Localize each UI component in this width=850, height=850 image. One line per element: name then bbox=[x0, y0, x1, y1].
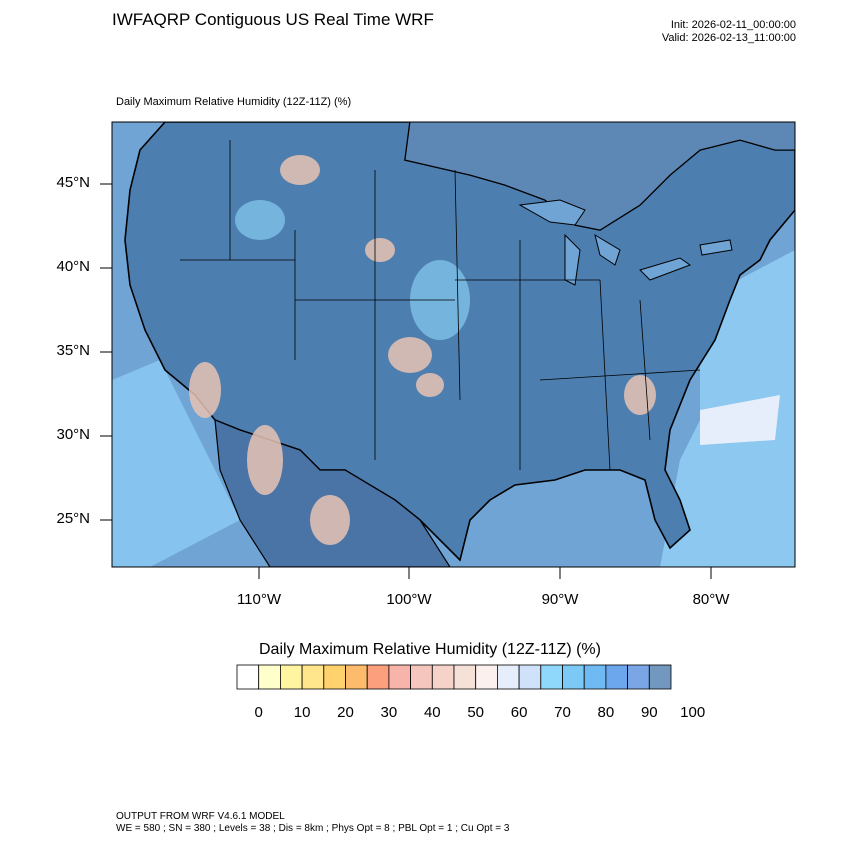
valid-time: Valid: 2026-02-13_11:00:00 bbox=[661, 32, 796, 44]
map-area bbox=[112, 122, 795, 567]
colorbar-box bbox=[453, 664, 477, 690]
colorbar-box bbox=[475, 664, 498, 690]
colorbar-box bbox=[388, 664, 411, 690]
colorbar-tick-label: 90 bbox=[640, 704, 658, 721]
model-footer: OUTPUT FROM WRF V4.6.1 MODEL WE = 580 ; … bbox=[116, 811, 509, 835]
map-frame bbox=[111, 121, 796, 568]
colorbar-box bbox=[431, 664, 455, 690]
colorbar-box bbox=[301, 664, 325, 690]
colorbar-box bbox=[258, 664, 281, 690]
lon-label-90w: 90°W bbox=[541, 591, 579, 608]
colorbar-tick-label: 20 bbox=[337, 704, 354, 721]
lat-label-35: 35°N bbox=[56, 342, 90, 359]
colorbar-box bbox=[323, 664, 346, 690]
lat-label-25: 25°N bbox=[56, 510, 90, 527]
colorbar-box bbox=[236, 664, 260, 690]
dry-regions bbox=[189, 155, 656, 545]
colorbar bbox=[236, 664, 672, 690]
colorbar-box bbox=[366, 664, 390, 690]
colorbar-box bbox=[345, 664, 368, 690]
colorbar-tick-label: 10 bbox=[293, 704, 311, 721]
state-borders bbox=[180, 140, 701, 471]
init-time: Init: 2026-02-11_00:00:00 bbox=[670, 19, 796, 31]
footer-model: OUTPUT FROM WRF V4.6.1 MODEL bbox=[116, 811, 285, 822]
pacific-shelf bbox=[112, 360, 240, 567]
colorbar-tick-label: 0 bbox=[254, 704, 263, 721]
colorbar-box bbox=[627, 664, 650, 690]
colorbar-title: Daily Maximum Relative Humidity (12Z-11Z… bbox=[259, 641, 601, 658]
lon-label-80w: 80°W bbox=[692, 591, 730, 608]
colorbar-box bbox=[562, 664, 585, 690]
run-times: Init: 2026-02-11_00:00:00 Valid: 2026-02… bbox=[662, 19, 796, 45]
colorbar-box bbox=[648, 664, 672, 690]
colorbar-tick-label: 60 bbox=[510, 704, 528, 721]
low-humidity-ocean bbox=[700, 395, 780, 445]
colorbar-tick-label: 80 bbox=[597, 704, 615, 721]
great-lakes bbox=[518, 199, 733, 286]
colorbar-box bbox=[605, 664, 628, 690]
lat-label-30: 30°N bbox=[56, 426, 90, 443]
colorbar-box bbox=[280, 664, 303, 690]
colorbar-tick-label: 70 bbox=[554, 704, 571, 721]
lat-label-45: 45°N bbox=[56, 174, 90, 191]
colorbar-tick-label: 30 bbox=[380, 704, 398, 721]
plot-title: IWFAQRP Contiguous US Real Time WRF bbox=[112, 10, 434, 29]
canada bbox=[112, 122, 795, 231]
lon-ticks bbox=[258, 567, 712, 579]
colorbar-box bbox=[410, 664, 433, 690]
colorbar-box bbox=[583, 664, 607, 690]
map-subtitle: Daily Maximum Relative Humidity (12Z-11Z… bbox=[116, 96, 352, 108]
colorbar-tick-label: 100 bbox=[680, 704, 706, 721]
colorbar-box bbox=[518, 664, 542, 690]
lat-ticks bbox=[100, 183, 112, 521]
lon-label-100w: 100°W bbox=[386, 591, 432, 608]
colorbar-tick-label: 50 bbox=[467, 704, 485, 721]
lat-label-40: 40°N bbox=[56, 258, 90, 275]
colorbar-tick-label: 40 bbox=[423, 704, 441, 721]
footer-config: WE = 580 ; SN = 380 ; Levels = 38 ; Dis … bbox=[116, 823, 510, 834]
colorbar-box bbox=[496, 664, 520, 690]
lon-label-110w: 110°W bbox=[236, 591, 282, 608]
colorbar-box bbox=[540, 664, 563, 690]
